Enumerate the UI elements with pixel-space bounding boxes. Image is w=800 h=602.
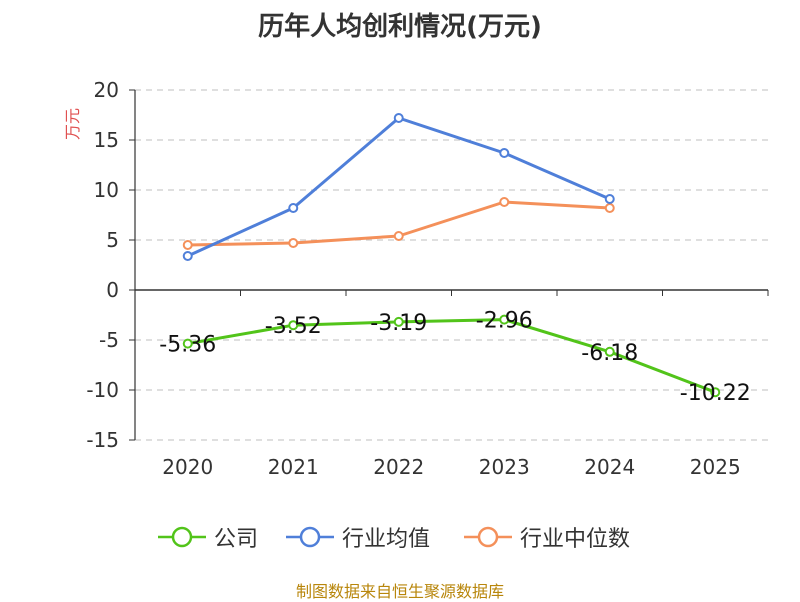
x-tick-label: 2022 <box>373 455 424 479</box>
y-tick-label: 15 <box>94 128 119 152</box>
data-point[interactable] <box>499 148 510 158</box>
series-line <box>187 318 716 394</box>
y-tick-label: 0 <box>106 278 119 302</box>
y-axis-label: 万元 <box>63 108 82 140</box>
data-point[interactable] <box>499 197 510 207</box>
legend: 公司 行业均值 行业中位数 <box>0 520 800 554</box>
data-point[interactable] <box>393 231 404 241</box>
grid-lines <box>135 89 768 441</box>
data-label: -3.19 <box>370 311 427 336</box>
legend-item-industry-mean[interactable]: 行业均值 <box>286 520 430 554</box>
x-tick-label: 2023 <box>479 455 530 479</box>
y-tick-label: -10 <box>86 378 119 402</box>
x-tick-label: 2020 <box>162 455 213 479</box>
data-point[interactable] <box>182 240 193 250</box>
legend-item-company[interactable]: 公司 <box>158 520 258 554</box>
legend-marker-industry-median <box>464 526 512 548</box>
data-point[interactable] <box>288 238 299 248</box>
chart-title: 历年人均创利情况(万元) <box>258 12 542 42</box>
y-tick-label: -15 <box>86 428 119 452</box>
legend-label-industry-median: 行业中位数 <box>520 527 631 552</box>
data-label: -10.22 <box>680 381 751 406</box>
data-point[interactable] <box>604 346 615 357</box>
data-point[interactable] <box>604 194 615 204</box>
legend-label-industry-mean: 行业均值 <box>342 527 431 552</box>
y-tick-label: -5 <box>99 328 119 352</box>
legend-marker-company <box>158 526 206 548</box>
legend-marker-industry-mean <box>286 526 334 548</box>
x-tick-label: 2021 <box>268 455 319 479</box>
data-point[interactable] <box>288 320 299 331</box>
data-source-note: 制图数据来自恒生聚源数据库 <box>295 582 504 601</box>
data-point[interactable] <box>182 338 193 349</box>
data-point[interactable] <box>288 203 299 213</box>
data-labels: -5.36 -3.52 -3.19 -2.96 -6.18 -10.22 <box>159 309 750 407</box>
y-tick-label: 10 <box>94 178 119 202</box>
legend-item-industry-median[interactable]: 行业中位数 <box>464 520 630 554</box>
x-tick-label: 2025 <box>690 455 741 479</box>
data-point[interactable] <box>604 203 615 213</box>
series-lines <box>182 113 721 398</box>
data-point[interactable] <box>393 316 404 327</box>
data-label: -5.36 <box>159 333 216 358</box>
data-label: -3.52 <box>265 314 322 339</box>
y-tick-label: 20 <box>94 78 119 102</box>
data-point[interactable] <box>393 113 404 123</box>
x-tick-label: 2024 <box>584 455 635 479</box>
data-label: -2.96 <box>476 309 533 334</box>
data-point[interactable] <box>182 251 193 261</box>
legend-label-company: 公司 <box>214 527 259 552</box>
data-label: -6.18 <box>581 341 638 366</box>
axes: 20 15 10 5 0 -5 -10 -15 2020 2021 2022 2023 2024 2025 <box>86 78 769 479</box>
data-point[interactable] <box>710 387 721 398</box>
data-point[interactable] <box>499 314 510 325</box>
y-tick-label: 5 <box>106 228 119 252</box>
